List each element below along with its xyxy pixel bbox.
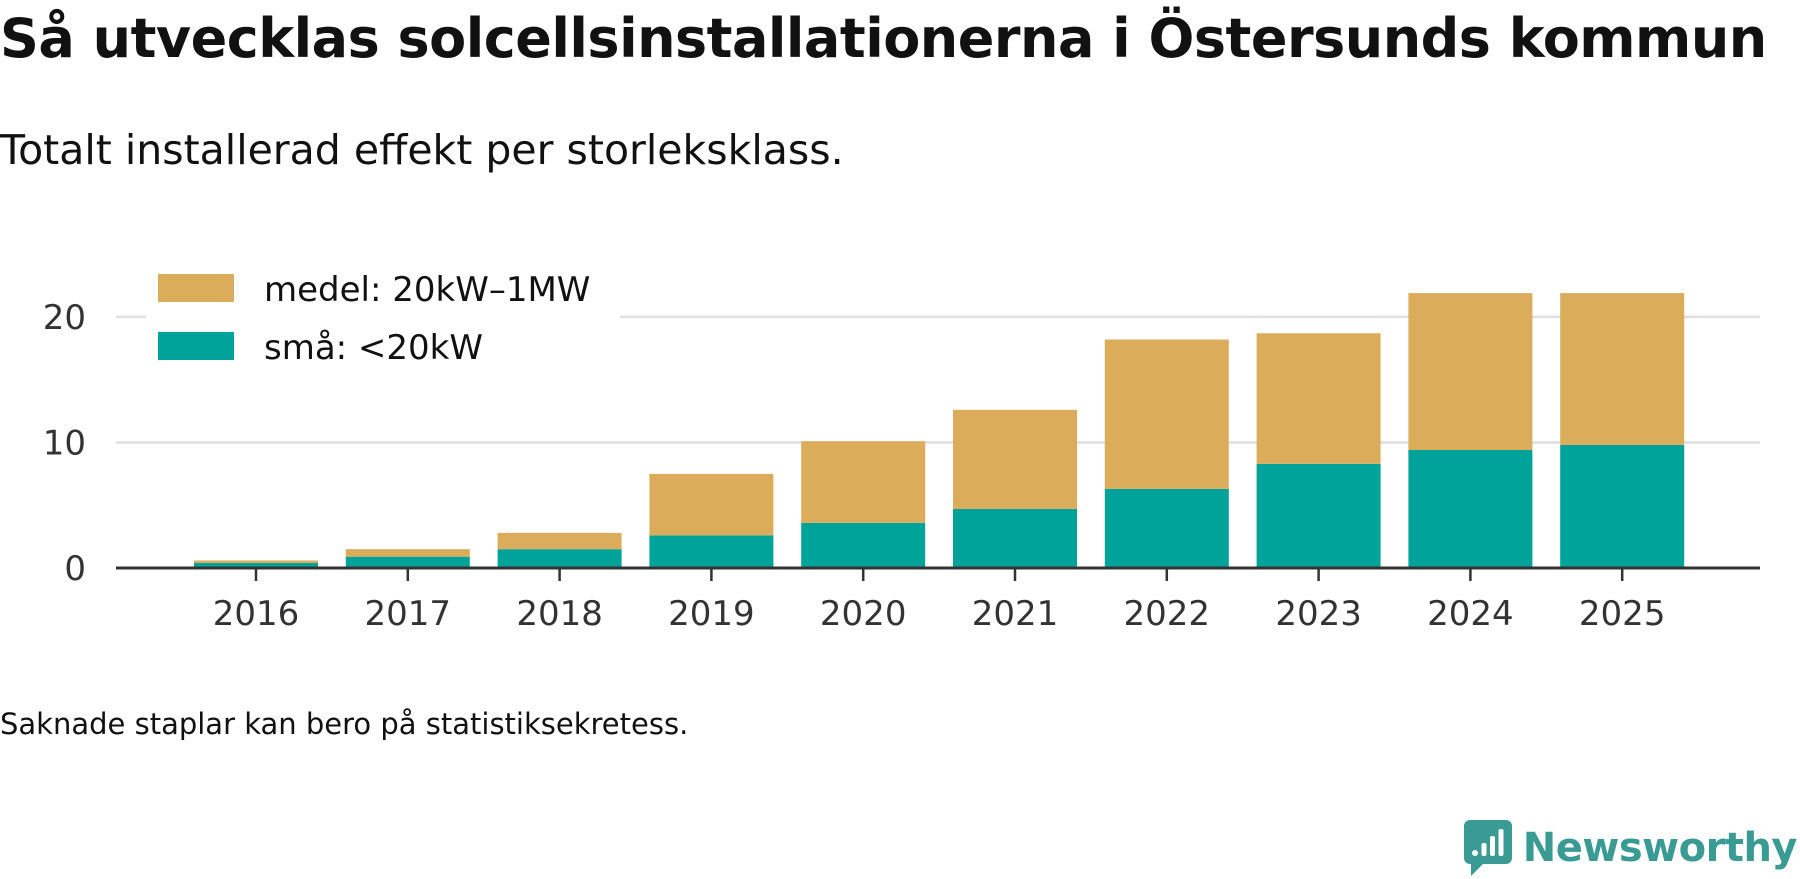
x-tick-label: 2025 — [1579, 594, 1666, 634]
x-tick-label: 2020 — [820, 594, 907, 634]
y-tick-label: 0 — [64, 549, 86, 589]
y-tick-label: 10 — [43, 423, 86, 463]
bar-sma-2020 — [801, 522, 926, 568]
y-tick-label: 20 — [43, 298, 86, 338]
bars — [194, 293, 1685, 568]
legend-label-sma: små: <20kW — [264, 328, 483, 368]
legend-label-medel: medel: 20kW–1MW — [264, 270, 590, 310]
x-tick-label: 2023 — [1275, 594, 1362, 634]
bar-medel-2021 — [953, 409, 1077, 509]
bar-medel-2017 — [345, 549, 470, 557]
footnote: Saknade staplar kan bero på statistiksek… — [0, 707, 689, 741]
chart-subtitle: Totalt installerad effekt per storlekskl… — [0, 126, 844, 174]
x-tick-label: 2019 — [668, 594, 755, 634]
bar-sma-2023 — [1256, 463, 1381, 568]
x-tick-label: 2018 — [516, 594, 603, 634]
x-tick-label: 2024 — [1427, 594, 1514, 634]
bar-medel-2023 — [1256, 333, 1381, 464]
chart-title: Så utvecklas solcellsinstallationerna i … — [0, 7, 1767, 70]
legend-swatch-sma — [158, 332, 234, 360]
legend: medel: 20kW–1MW små: <20kW — [146, 262, 620, 374]
x-tick-label: 2022 — [1124, 594, 1211, 634]
brand-name: Newsworthy — [1522, 825, 1798, 871]
bar-medel-2024 — [1408, 293, 1533, 450]
bar-sma-2019 — [649, 535, 774, 568]
bar-medel-2019 — [649, 473, 774, 536]
newsworthy-logo-icon — [1463, 820, 1512, 876]
bar-sma-2025 — [1560, 444, 1685, 568]
bar-sma-2018 — [497, 549, 622, 568]
bar-sma-2024 — [1408, 450, 1533, 568]
bar-sma-2021 — [953, 509, 1077, 568]
bar-sma-2017 — [345, 556, 470, 568]
x-tick-label: 2017 — [365, 594, 452, 634]
bar-medel-2018 — [497, 532, 622, 550]
bar-medel-2025 — [1560, 293, 1685, 445]
bar-medel-2022 — [1104, 339, 1229, 489]
x-tick-label: 2016 — [213, 594, 300, 634]
stacked-bar-chart: 0 10 20 2016 2017 2018 2019 2020 2021 2022 2023 202… — [42, 262, 1760, 634]
bar-medel-2016 — [194, 560, 318, 563]
legend-swatch-medel — [158, 274, 234, 302]
x-tick-label: 2021 — [972, 594, 1059, 634]
bar-medel-2020 — [801, 441, 926, 523]
bar-sma-2022 — [1104, 488, 1229, 568]
bar-sma-2016 — [194, 562, 318, 568]
axes: 0 10 20 2016 2017 2018 2019 2020 2021 2022 2023 202… — [43, 298, 1760, 634]
brand-logo: Newsworthy — [1463, 818, 1798, 878]
